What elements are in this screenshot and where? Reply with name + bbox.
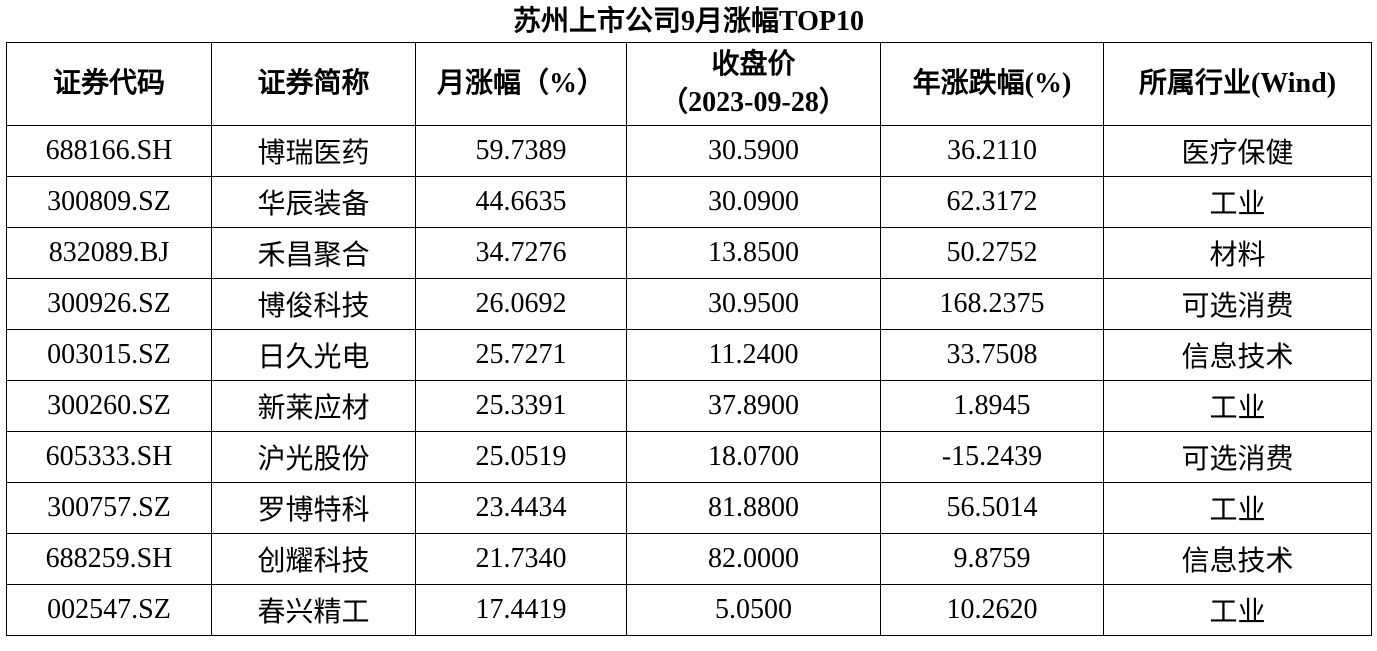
- table-title: 苏州上市公司9月涨幅TOP10: [512, 6, 865, 37]
- table-cell: 11.2400: [626, 329, 881, 381]
- table-cell: 36.2110: [880, 125, 1104, 177]
- table-row: 688166.SH 博瑞医药 59.7389 30.5900 36.2110 医疗保健: [6, 125, 1372, 177]
- table-cell: 168.2375: [880, 278, 1104, 330]
- header-cell: 所属行业(Wind): [1103, 42, 1372, 126]
- table-cell: 新莱应材: [211, 380, 416, 432]
- table-cell: 300757.SZ: [6, 482, 212, 534]
- table-cell: 605333.SH: [6, 431, 212, 483]
- table-row: 688259.SH 创耀科技 21.7340 82.0000 9.8759 信息技术: [6, 533, 1372, 585]
- table-cell: 禾昌聚合: [211, 227, 416, 279]
- table-cell: 25.7271: [415, 329, 627, 381]
- table-row: 605333.SH 沪光股份 25.0519 18.0700 -15.2439 可选消费: [6, 431, 1372, 483]
- table-cell: 50.2752: [880, 227, 1104, 279]
- table-cell: 5.0500: [626, 584, 881, 636]
- table-cell: 材料: [1103, 227, 1372, 279]
- table-cell: 300260.SZ: [6, 380, 212, 432]
- table-row: 002547.SZ 春兴精工 17.4419 5.0500 10.2620 工业: [6, 584, 1372, 636]
- table-cell: 37.8900: [626, 380, 881, 432]
- table-body: 688166.SH 博瑞医药 59.7389 30.5900 36.2110 医疗保健 30…: [6, 125, 1372, 636]
- table-cell: 82.0000: [626, 533, 881, 585]
- table-cell: 002547.SZ: [6, 584, 212, 636]
- table-cell: 30.9500: [626, 278, 881, 330]
- table-cell: 21.7340: [415, 533, 627, 585]
- table-cell: 博瑞医药: [211, 125, 416, 177]
- table-cell: 工业: [1103, 584, 1372, 636]
- table-row: 300926.SZ 博俊科技 26.0692 30.9500 168.2375 可选消费: [6, 278, 1372, 330]
- table-cell: 罗博特科: [211, 482, 416, 534]
- table-row: 300260.SZ 新莱应材 25.3391 37.8900 1.8945 工业: [6, 380, 1372, 432]
- table-cell: 博俊科技: [211, 278, 416, 330]
- table-cell: 创耀科技: [211, 533, 416, 585]
- table-cell: 13.8500: [626, 227, 881, 279]
- table-cell: 34.7276: [415, 227, 627, 279]
- header-cell: 收盘价 （2023-09-28）: [626, 42, 881, 126]
- table-cell: 沪光股份: [211, 431, 416, 483]
- table-cell: 1.8945: [880, 380, 1104, 432]
- header-line: 收盘价: [711, 49, 796, 80]
- table-cell: 17.4419: [415, 584, 627, 636]
- table-cell: 25.3391: [415, 380, 627, 432]
- table-cell: 59.7389: [415, 125, 627, 177]
- header-cell: 证券简称: [211, 42, 416, 126]
- table-cell: 信息技术: [1103, 533, 1372, 585]
- table-cell: 工业: [1103, 482, 1372, 534]
- table-cell: 44.6635: [415, 176, 627, 228]
- data-table: 证券代码 证券简称 月涨幅（%） 收盘价 （2023-09-28） 年涨跌幅(%) 所属行业…: [6, 42, 1372, 636]
- table-cell: 62.3172: [880, 176, 1104, 228]
- table-cell: 003015.SZ: [6, 329, 212, 381]
- table-cell: 30.5900: [626, 125, 881, 177]
- table-cell: 300809.SZ: [6, 176, 212, 228]
- table-row: 003015.SZ 日久光电 25.7271 11.2400 33.7508 信息技术: [6, 329, 1372, 381]
- table-cell: 工业: [1103, 380, 1372, 432]
- table-cell: 18.0700: [626, 431, 881, 483]
- table-cell: 可选消费: [1103, 278, 1372, 330]
- table-cell: 23.4434: [415, 482, 627, 534]
- header-cell: 证券代码: [6, 42, 212, 126]
- table-row: 300757.SZ 罗博特科 23.4434 81.8800 56.5014 工业: [6, 482, 1372, 534]
- table-cell: 300926.SZ: [6, 278, 212, 330]
- table-cell: 华辰装备: [211, 176, 416, 228]
- table-cell: 25.0519: [415, 431, 627, 483]
- table-cell: 33.7508: [880, 329, 1104, 381]
- table-cell: 81.8800: [626, 482, 881, 534]
- table-cell: 信息技术: [1103, 329, 1372, 381]
- table-cell: 可选消费: [1103, 431, 1372, 483]
- table-row: 300809.SZ 华辰装备 44.6635 30.0900 62.3172 工业: [6, 176, 1372, 228]
- table-cell: 工业: [1103, 176, 1372, 228]
- table-cell: 56.5014: [880, 482, 1104, 534]
- table-cell: -15.2439: [880, 431, 1104, 483]
- table-cell: 26.0692: [415, 278, 627, 330]
- header-cell: 月涨幅（%）: [415, 42, 627, 126]
- table-row: 832089.BJ 禾昌聚合 34.7276 13.8500 50.2752 材料: [6, 227, 1372, 279]
- table-cell: 日久光电: [211, 329, 416, 381]
- header-cell: 年涨跌幅(%): [880, 42, 1104, 126]
- table-cell: 春兴精工: [211, 584, 416, 636]
- header-line: （2023-09-28）: [660, 87, 847, 118]
- table-cell: 30.0900: [626, 176, 881, 228]
- table-cell: 10.2620: [880, 584, 1104, 636]
- table-cell: 医疗保健: [1103, 125, 1372, 177]
- header-row: 证券代码 证券简称 月涨幅（%） 收盘价 （2023-09-28） 年涨跌幅(%) 所属行业…: [6, 42, 1372, 126]
- table-cell: 832089.BJ: [6, 227, 212, 279]
- table-cell: 688166.SH: [6, 125, 212, 177]
- table-cell: 688259.SH: [6, 533, 212, 585]
- table-cell: 9.8759: [880, 533, 1104, 585]
